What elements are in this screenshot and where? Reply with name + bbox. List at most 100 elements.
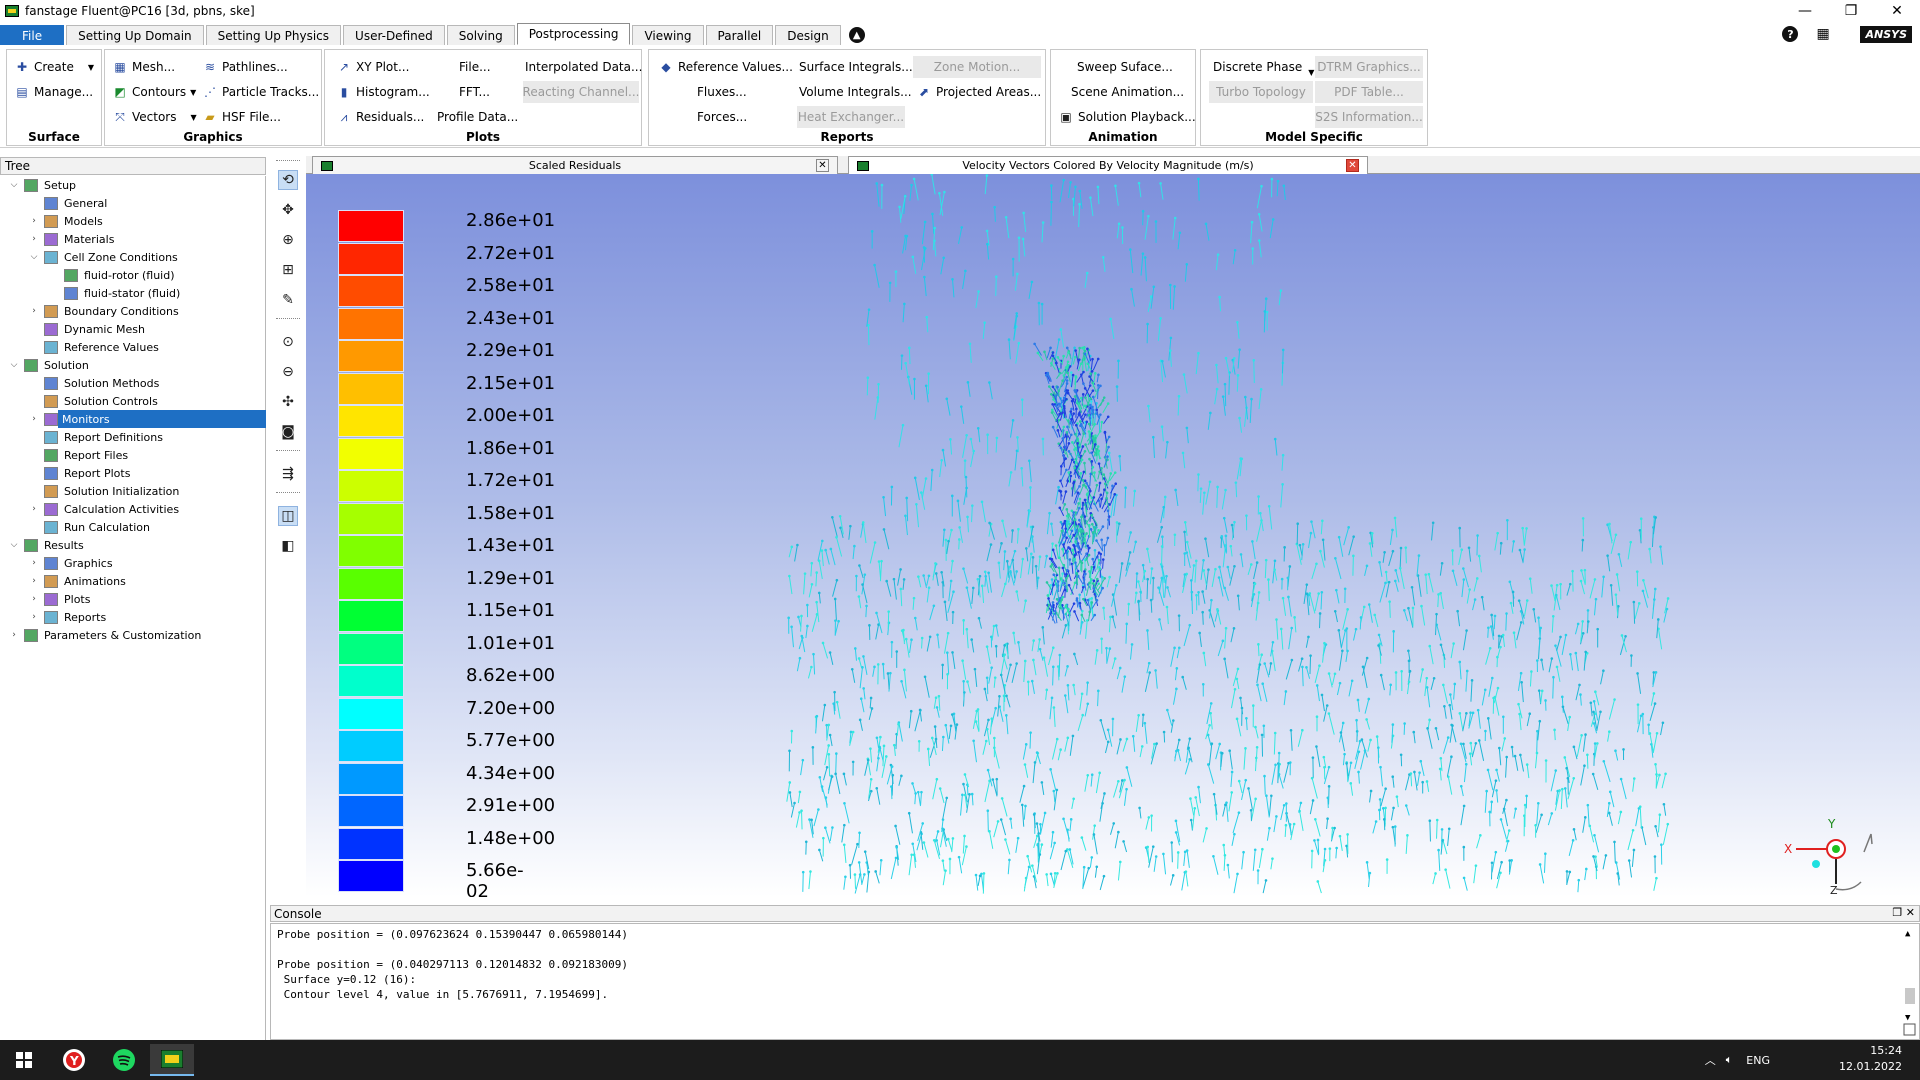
manage-surface-button[interactable]: ▤ Manage... (16, 85, 94, 99)
pathlines-button[interactable]: ≋ Pathlines... (204, 60, 288, 74)
tree-item[interactable]: › Models (0, 212, 266, 230)
reference-values-button[interactable]: ◆ Reference Values... (659, 56, 793, 78)
fit-to-window-icon[interactable]: ⊙ (282, 334, 294, 350)
sweep-surface-button[interactable]: Sweep Suface... (1077, 60, 1173, 74)
tab-setting-up-physics[interactable]: Setting Up Physics (205, 25, 342, 45)
float-console-icon[interactable]: ❐ (1892, 906, 1903, 919)
tree-item[interactable]: ⌵ Solution (0, 356, 266, 374)
contours-button[interactable]: ◩ Contours ▼ (114, 85, 197, 99)
volume-integrals-button[interactable]: Volume Integrals... (799, 85, 912, 99)
hsf-file-button[interactable]: ▰ HSF File... (203, 106, 281, 128)
tree-item[interactable]: › Materials (0, 230, 266, 248)
zoom-to-area-icon[interactable]: ⊞ (282, 262, 294, 278)
rotate-icon[interactable]: ⟲ (278, 170, 298, 190)
console-scrollbar[interactable]: ▲ ▼ (1903, 926, 1917, 1036)
close-tab-icon[interactable]: ✕ (1346, 159, 1359, 172)
solution-playback-button[interactable]: ▣ Solution Playback... (1060, 110, 1196, 124)
tree-item[interactable]: Report Files (0, 446, 266, 464)
expanded-chevron-icon[interactable]: ⌵ (10, 540, 18, 550)
close-console-icon[interactable]: ✕ (1905, 906, 1915, 919)
expanded-chevron-icon[interactable]: ⌵ (30, 252, 38, 262)
xy-plot-button[interactable]: ↗ XY Plot... (338, 60, 410, 74)
fft-button[interactable]: FFT... (459, 85, 490, 99)
layout-icon[interactable]: ▦ (1816, 26, 1830, 42)
volume-icon[interactable]: 🔈︎ (1725, 1053, 1733, 1066)
collapsed-chevron-icon[interactable]: › (32, 306, 36, 316)
collapsed-chevron-icon[interactable]: › (32, 504, 36, 514)
tab-setting-up-domain[interactable]: Setting Up Domain (66, 25, 204, 45)
tree-item[interactable]: Run Calculation (0, 518, 266, 536)
discrete-phase-button[interactable]: Discrete Phase ▼ (1213, 60, 1315, 77)
surface-integrals-button[interactable]: Surface Integrals... (799, 60, 913, 74)
forces-button[interactable]: Forces... (697, 110, 748, 124)
create-surface-button[interactable]: ✚ Create ▼ (16, 60, 95, 74)
orthographic-icon[interactable]: ◧ (281, 538, 295, 554)
collapsed-chevron-icon[interactable]: › (32, 234, 36, 244)
collapsed-chevron-icon[interactable]: › (32, 612, 36, 622)
tree-item[interactable]: › Parameters & Customization (0, 626, 266, 644)
tree-item[interactable]: › Calculation Activities (0, 500, 266, 518)
camera-icon[interactable]: ◙ (281, 424, 295, 440)
language-indicator[interactable]: ENG (1746, 1053, 1770, 1067)
tab-design[interactable]: Design (775, 25, 841, 45)
tree-item[interactable]: General (0, 194, 266, 212)
close-tab-icon[interactable]: ✕ (816, 159, 829, 172)
expanded-chevron-icon[interactable]: ⌵ (10, 180, 18, 190)
fluxes-button[interactable]: Fluxes... (697, 85, 747, 99)
tree-item[interactable]: Dynamic Mesh (0, 320, 266, 338)
tree-item[interactable]: ⌵ Results (0, 536, 266, 554)
tree-item[interactable]: Solution Methods (0, 374, 266, 392)
minimize-button[interactable]: — (1798, 3, 1812, 19)
close-window-button[interactable]: ✕ (1891, 3, 1903, 19)
tree-item[interactable]: › Graphics (0, 554, 266, 572)
projected-areas-button[interactable]: ⬈ Projected Areas... (918, 85, 1042, 99)
clock[interactable]: 15:24 12.01.2022 (1839, 1043, 1902, 1075)
collapsed-chevron-icon[interactable]: › (32, 576, 36, 586)
tree-item[interactable]: Solution Controls (0, 392, 266, 410)
particle-tracks-button[interactable]: ⋰ Particle Tracks... (204, 85, 320, 99)
tree-item[interactable]: Reference Values (0, 338, 266, 356)
restore-button[interactable]: ❐ (1844, 3, 1858, 19)
tree-item[interactable]: fluid-rotor (fluid) (0, 266, 266, 284)
collapsed-chevron-icon[interactable]: › (32, 216, 36, 226)
interpolated-data-button[interactable]: Interpolated Data... (525, 60, 643, 74)
histogram-button[interactable]: ▮ Histogram... (337, 81, 430, 103)
expanded-chevron-icon[interactable]: ⌵ (10, 360, 18, 370)
tree-item[interactable]: › Boundary Conditions (0, 302, 266, 320)
tree-item[interactable]: fluid-stator (fluid) (0, 284, 266, 302)
tree-item[interactable]: Monitors (58, 410, 266, 428)
tree-item[interactable]: › Animations (0, 572, 266, 590)
collapsed-chevron-icon[interactable]: › (12, 630, 16, 640)
mesh-button[interactable]: ▦ Mesh... (114, 60, 176, 74)
windows-start-icon[interactable] (2, 1044, 46, 1076)
axes-icon[interactable]: ✣ (282, 394, 294, 410)
probe-icon[interactable]: ✎ (282, 292, 294, 308)
tree-item[interactable]: Solution Initialization (0, 482, 266, 500)
tab-postprocessing[interactable]: Postprocessing (516, 23, 631, 45)
collapse-ribbon-icon[interactable]: ▲ (848, 27, 865, 43)
spotify-icon[interactable] (102, 1044, 146, 1076)
tab-parallel[interactable]: Parallel (705, 25, 774, 45)
tab-solving[interactable]: Solving (446, 25, 515, 45)
profile-data-button[interactable]: Profile Data... (437, 110, 519, 124)
tab-file[interactable]: File (0, 25, 65, 45)
tree-item[interactable]: › Plots (0, 590, 266, 608)
collapsed-chevron-icon[interactable]: › (32, 594, 36, 604)
collapsed-chevron-icon[interactable]: › (32, 414, 36, 424)
tab-user-defined[interactable]: User-Defined (343, 25, 445, 45)
zoom-out-icon[interactable]: ⊖ (282, 364, 294, 380)
console-output[interactable]: Probe position = (0.097623624 0.15390447… (270, 923, 1920, 1040)
tree-item[interactable]: ⌵ Setup (0, 176, 266, 194)
tree-item[interactable]: › Reports (0, 608, 266, 626)
tree-item[interactable]: ⌵ Cell Zone Conditions (0, 248, 266, 266)
pan-icon[interactable]: ✥ (282, 202, 294, 218)
file-plot-button[interactable]: File... (459, 60, 491, 74)
tree-item[interactable]: Report Definitions (0, 428, 266, 446)
tray-chevron-icon[interactable]: ︿ (1704, 1054, 1716, 1067)
tab-scaled-residuals[interactable]: Scaled Residuals ✕ (312, 156, 838, 174)
collapsed-chevron-icon[interactable]: › (32, 558, 36, 568)
tab-velocity-vectors[interactable]: Velocity Vectors Colored By Velocity Mag… (848, 156, 1368, 174)
residuals-button[interactable]: ⩘ Residuals... (337, 106, 425, 128)
tree-item[interactable]: Report Plots (0, 464, 266, 482)
perspective-icon[interactable]: ◫ (278, 506, 298, 526)
